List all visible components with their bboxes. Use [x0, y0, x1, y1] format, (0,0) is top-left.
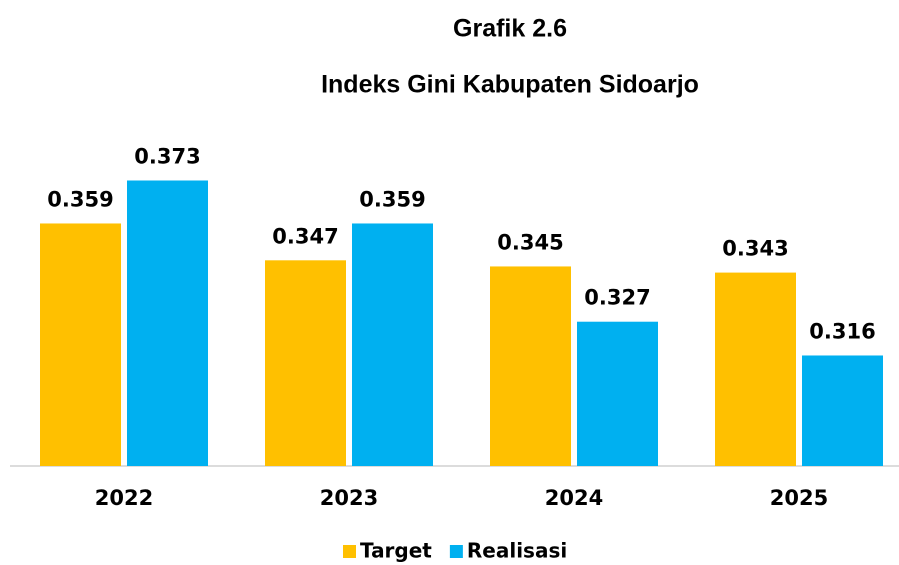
x-tick-label: 2023 [320, 486, 378, 510]
data-label: 0.343 [722, 237, 788, 261]
x-tick-label: 2025 [770, 486, 828, 510]
bar [577, 321, 658, 466]
bar [490, 266, 571, 466]
legend-label: Target [360, 539, 432, 563]
data-label: 0.347 [272, 224, 338, 248]
chart-subtitle: Indeks Gini Kabupaten Sidoarjo [321, 71, 699, 99]
bar [127, 180, 208, 467]
data-label: 0.359 [47, 187, 113, 211]
bar [265, 260, 346, 466]
bar [802, 355, 883, 466]
data-label: 0.359 [359, 187, 425, 211]
legend-label: Realisasi [467, 539, 567, 563]
legend-swatch [449, 545, 463, 558]
data-label: 0.316 [809, 319, 875, 343]
data-label: 0.327 [584, 286, 650, 310]
data-label: 0.345 [497, 230, 563, 254]
x-tick-label: 2022 [95, 486, 153, 510]
data-label: 0.373 [134, 144, 200, 168]
legend-swatch [343, 545, 356, 558]
bar [352, 223, 433, 466]
bar [715, 272, 796, 466]
bar [40, 223, 121, 466]
chart-title: Grafik 2.6 [453, 15, 567, 43]
x-tick-label: 2024 [545, 486, 603, 510]
